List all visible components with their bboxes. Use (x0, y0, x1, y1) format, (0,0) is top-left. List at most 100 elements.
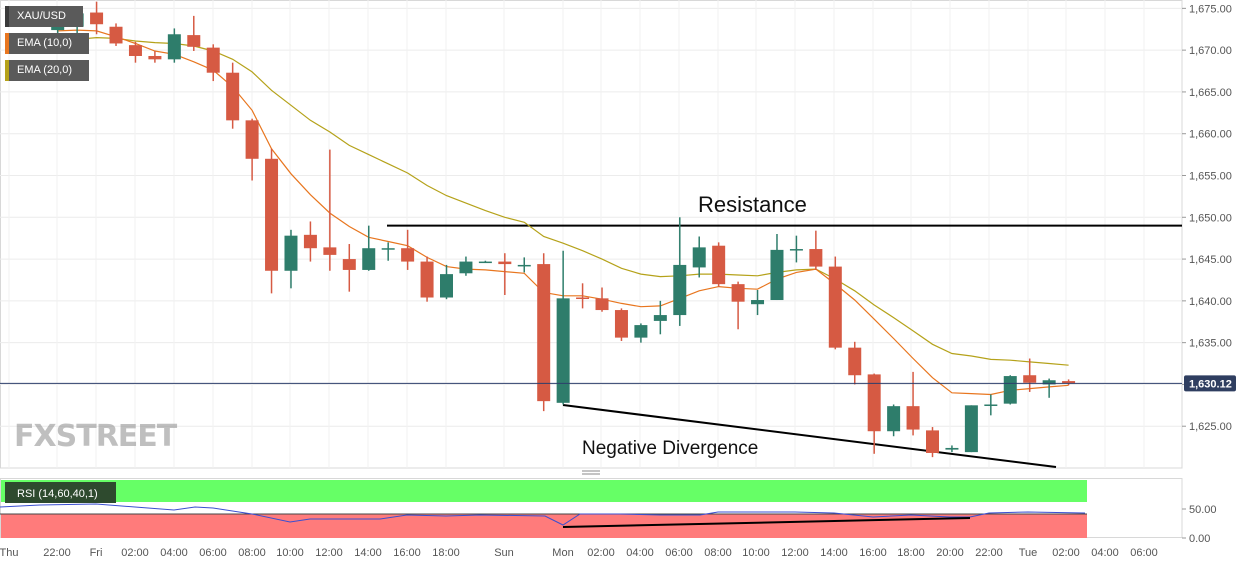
candle (342, 244, 356, 292)
candle (381, 242, 395, 261)
candle (712, 242, 726, 287)
candle-body (478, 261, 492, 264)
x-tick-label: 14:00 (820, 547, 848, 559)
candle-body (576, 297, 590, 300)
candle-body (323, 247, 337, 255)
y-tick-label: 1,675.00 (1189, 3, 1232, 15)
resistance-label: Resistance (698, 192, 807, 217)
x-tick-label: 02:00 (121, 547, 149, 559)
candle (809, 230, 823, 270)
ema10-swatch (5, 33, 9, 54)
x-tick-label: 18:00 (897, 547, 925, 559)
candle (1062, 379, 1076, 386)
candle-body (848, 347, 862, 376)
candle (828, 256, 842, 350)
candle-body (751, 300, 765, 305)
candle (420, 256, 434, 302)
candle (517, 257, 531, 273)
rsi-label: RSI (14,60,40,1) (17, 488, 98, 500)
candle (576, 283, 590, 309)
candle-body (945, 447, 959, 450)
candle (789, 235, 803, 263)
y-tick-label: 1,665.00 (1189, 87, 1232, 99)
candle (128, 41, 142, 63)
x-tick-label: Tue (1019, 547, 1038, 559)
rsi-oversold-band (1, 514, 1087, 538)
x-tick-label: Thu (0, 547, 18, 559)
candle (284, 229, 298, 289)
candle-body (517, 264, 531, 267)
candle (945, 445, 959, 453)
y-tick-label: 1,625.00 (1189, 421, 1232, 433)
candle-body (342, 259, 356, 270)
x-tick-label: 04:00 (160, 547, 188, 559)
candle (362, 225, 376, 271)
candle-body (828, 266, 842, 348)
candle-body (226, 72, 240, 121)
candle (537, 253, 551, 412)
x-tick-label: 08:00 (704, 547, 732, 559)
candle (926, 427, 939, 458)
candle (478, 260, 492, 264)
legend-ema10[interactable]: EMA (10,0) (5, 33, 89, 54)
candle (440, 264, 453, 300)
x-tick-label: Sun (494, 547, 514, 559)
x-tick-label: 06:00 (199, 547, 227, 559)
candle-body (167, 34, 181, 60)
candle-body (712, 245, 726, 285)
x-tick-label: 04:00 (626, 547, 654, 559)
candle (984, 394, 998, 416)
candle-body (187, 35, 201, 47)
candle-body (595, 298, 609, 311)
ema20-line (57, 36, 1069, 366)
candle-body (206, 47, 220, 73)
candle (265, 148, 279, 294)
candle-body (1042, 380, 1056, 385)
y-tick-label: 1,635.00 (1189, 338, 1232, 350)
candle (1023, 358, 1037, 392)
y-tick-label: 1,645.00 (1189, 254, 1232, 266)
candle-body (148, 55, 162, 60)
candle-body (614, 310, 628, 338)
x-tick-label: 18:00 (432, 547, 460, 559)
candle (226, 62, 240, 129)
candle-body (770, 249, 784, 301)
candle (731, 281, 745, 330)
candle (90, 1, 104, 35)
candle-body (245, 120, 259, 159)
candle (653, 300, 667, 335)
candle-body (809, 249, 823, 267)
candle (770, 234, 784, 301)
candle-body (1023, 375, 1037, 383)
x-tick-label: 12:00 (781, 547, 809, 559)
candle (167, 28, 181, 63)
fxstreet-watermark: FXSTREET (14, 419, 178, 454)
x-tick-label: 16:00 (393, 547, 421, 559)
candle (245, 118, 259, 181)
candle-body (1062, 381, 1076, 384)
legend-ema20[interactable]: EMA (20,0) (5, 60, 89, 81)
y-tick-label: 1,650.00 (1189, 212, 1232, 224)
rsi-tick-label: 0.00 (1189, 533, 1210, 545)
candle-body (984, 404, 998, 406)
ema20-swatch (5, 60, 9, 81)
legend-symbol[interactable]: XAU/USD (5, 6, 83, 27)
y-tick-label: 1,655.00 (1189, 171, 1232, 183)
candle (401, 229, 415, 270)
candle-body (128, 45, 142, 56)
divergence-line-price (562, 404, 1057, 468)
candle-body (537, 264, 551, 402)
y-tick-label: 1,670.00 (1189, 45, 1232, 57)
x-tick-label: 14:00 (354, 547, 382, 559)
x-tick-label: 16:00 (859, 547, 887, 559)
candle (634, 323, 648, 343)
candle-body (51, 24, 65, 31)
x-tick-label: 10:00 (742, 547, 770, 559)
last-price-tag (1184, 375, 1236, 392)
candle-body (1003, 376, 1017, 404)
candle-body (926, 430, 939, 453)
candle (323, 149, 337, 271)
candle-body (265, 158, 279, 271)
x-tick-label: 22:00 (975, 547, 1003, 559)
